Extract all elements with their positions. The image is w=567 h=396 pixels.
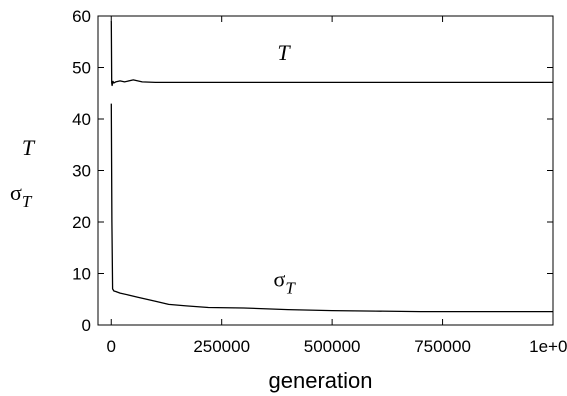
series-label-sigma-char: σ xyxy=(274,266,286,291)
x-tick-label: 750000 xyxy=(414,337,471,356)
y-tick-label: 40 xyxy=(72,110,91,129)
plot-frame xyxy=(97,15,554,326)
series-label-sigma-t: σT xyxy=(274,266,297,297)
y-tick-label: 10 xyxy=(72,265,91,284)
x-tick-label: 500000 xyxy=(304,337,361,356)
y-tick-label: 0 xyxy=(82,316,91,335)
y-axis-title-sigma-sub: T xyxy=(22,192,33,211)
y-axis-title-sigma: σT xyxy=(10,180,33,211)
series-label-sigma-sub: T xyxy=(285,278,296,297)
y-axis-title-sigma-char: σ xyxy=(10,180,22,205)
series-line-t xyxy=(110,21,553,87)
y-tick-label: 60 xyxy=(72,7,91,26)
y-tick-label: 30 xyxy=(72,162,91,181)
x-tick-label: 0 xyxy=(107,337,116,356)
series-label-t: T xyxy=(277,40,291,65)
series-line-sigma-t xyxy=(110,103,553,313)
x-tick-label: 1e+06 xyxy=(529,337,567,356)
x-tick-label: 250000 xyxy=(193,337,250,356)
x-axis-title: generation xyxy=(269,368,373,393)
y-tick-label: 20 xyxy=(72,213,91,232)
y-axis-title-t: T xyxy=(22,135,36,160)
y-axis-title-t-text: T xyxy=(22,135,36,160)
y-axis-title: T σT xyxy=(10,135,36,211)
y-tick-label: 50 xyxy=(72,59,91,78)
